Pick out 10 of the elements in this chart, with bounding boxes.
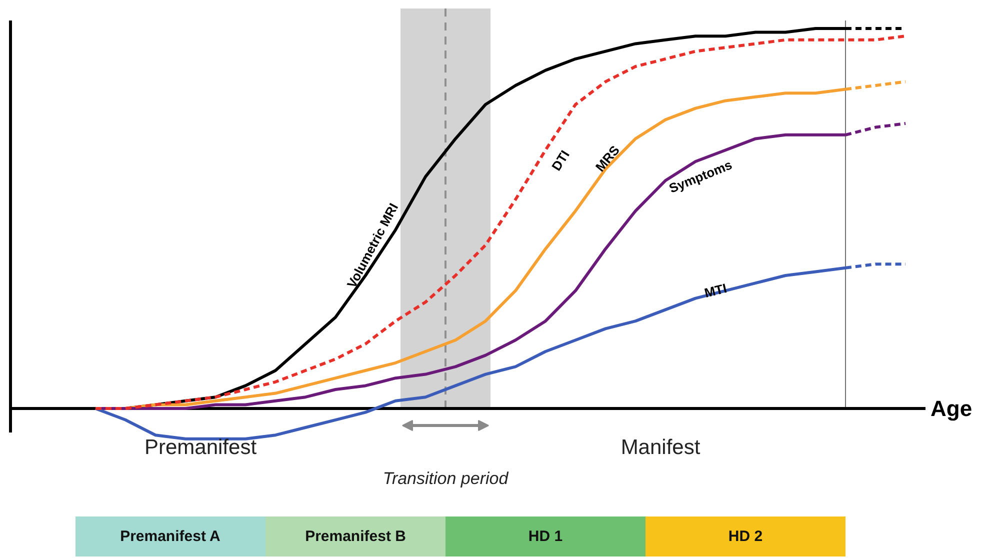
text: DTI: [548, 148, 572, 174]
text: MTI: [702, 280, 728, 300]
text: HD 2: [728, 528, 763, 545]
annotation: Manifest: [620, 436, 700, 459]
text: HD 1: [528, 528, 563, 545]
text: Premanifest A: [120, 528, 221, 545]
text: Premanifest B: [305, 528, 406, 545]
text: Transition period: [382, 469, 509, 488]
annotation: Premanifest: [144, 436, 257, 459]
x-axis-title: Age: [930, 396, 972, 421]
